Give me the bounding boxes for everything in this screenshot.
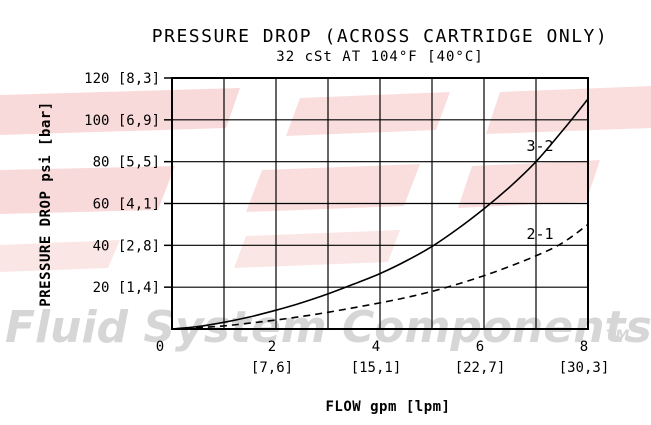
y-tick-label: 60 [4,1] (93, 197, 160, 213)
y-axis-label: PRESSURE DROP psi [bar] (38, 101, 54, 306)
y-tick-label: 40 [2,8] (93, 238, 160, 254)
series-line-2-1 (171, 223, 589, 330)
chart-title: PRESSURE DROP (ACROSS CARTRIDGE ONLY) (152, 26, 608, 47)
x-axis-label: FLOW gpm [lpm] (325, 399, 450, 415)
y-tick-label: 20 [1,4] (93, 280, 160, 296)
x-tick-secondary-label: [22,7] (455, 360, 506, 376)
y-tick-label: 120 [8,3] (84, 71, 160, 87)
x-axis-ticks: 0 2 [7,6] 4 [15,1] 6 [22,7] 8 [30,3] (156, 339, 610, 376)
chart-subtitle: 32 cSt AT 104°F [40°C] (276, 49, 483, 65)
chart-series: 3-2 2-1 (171, 98, 589, 330)
y-tick-label: 100 [6,9] (84, 113, 160, 129)
x-tick-label: 8 (580, 339, 588, 355)
series-label-3-2: 3-2 (526, 137, 553, 155)
x-tick-secondary-label: [30,3] (559, 360, 610, 376)
series-line-3-2 (171, 98, 589, 330)
x-tick-label: 2 (268, 339, 276, 355)
x-tick-label: 6 (476, 339, 484, 355)
x-tick-label: 0 (156, 339, 164, 355)
x-tick-secondary-label: [7,6] (251, 360, 293, 376)
watermark-trademark: TM (606, 328, 630, 344)
y-tick-label: 80 [5,5] (93, 155, 160, 171)
x-tick-label: 4 (372, 339, 380, 355)
series-label-2-1: 2-1 (526, 225, 553, 243)
x-tick-secondary-label: [15,1] (351, 360, 402, 376)
y-axis-ticks: 20 [1,4] 40 [2,8] 60 [4,1] 80 [5,5] 100 [6,9… (84, 71, 172, 296)
chart-grid (172, 78, 588, 329)
